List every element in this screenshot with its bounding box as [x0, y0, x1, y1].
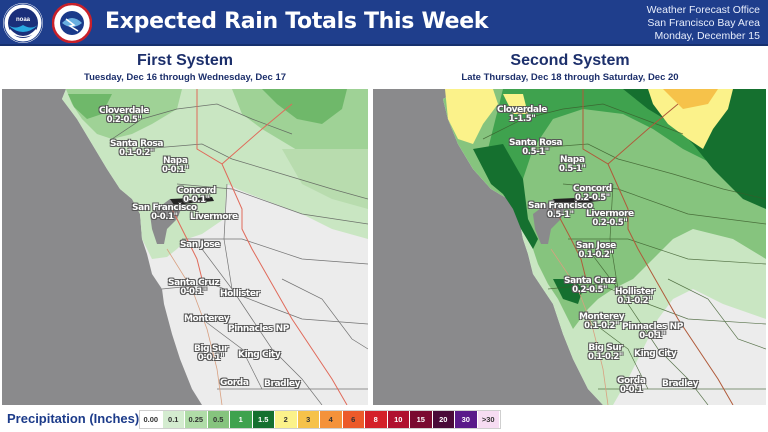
legend-swatch: 10	[387, 411, 410, 428]
city-label-san-francisco: San Francisco 0.5-1"	[528, 201, 593, 220]
legend-swatch: 0.1	[162, 411, 185, 428]
legend-swatch: 0.00	[140, 411, 163, 428]
office-name: Weather Forecast Office	[646, 4, 760, 16]
legend-color-scale: 0.00 0.1 0.25 0.5 1 1.5 2 3 4 6 8 10 15 20 30 >30	[139, 410, 501, 429]
legend-swatch: 1.5	[252, 411, 275, 428]
city-label-santa-cruz: Santa Cruz 0.2-0.5"	[564, 276, 616, 295]
legend-swatch: 15	[410, 411, 433, 428]
city-label-san-jose: San Jose	[180, 240, 220, 250]
city-label-hollister: Hollister	[220, 289, 260, 299]
legend-swatch: 3	[297, 411, 320, 428]
city-label-king-city: King City	[238, 350, 281, 360]
precipitation-legend: Precipitation (Inches) 0.00 0.1 0.25 0.5 1 1.…	[0, 406, 768, 432]
panel-2-title: Second System	[510, 52, 630, 69]
legend-swatch: 0.25	[185, 411, 208, 428]
city-label-gorda: Gorda	[220, 378, 249, 388]
svg-text:noaa: noaa	[16, 17, 31, 23]
city-label-san-francisco: San Francisco 0-0.1"	[132, 203, 197, 222]
city-label-concord: Concord 0.2-0.5"	[573, 184, 612, 203]
panel-1-title: First System	[136, 52, 234, 69]
office-info: Weather Forecast Office San Francisco Ba…	[647, 4, 760, 43]
city-label-livermore: Livermore 0.2-0.5"	[586, 209, 634, 228]
nws-logo	[51, 2, 93, 44]
legend-swatch: 1	[230, 411, 253, 428]
map-second-system: Cloverdale 1-1.5" Santa Rosa 0.5-1" Napa 0.…	[373, 89, 766, 405]
city-label-hollister: Hollister 0.1-0.2"	[615, 287, 655, 306]
legend-swatch: 2	[275, 411, 298, 428]
legend-title: Precipitation (Inches)	[7, 411, 140, 426]
legend-swatch: 0.5	[207, 411, 230, 428]
issue-date: Monday, December 15	[654, 30, 760, 42]
map-graphic	[443, 89, 766, 405]
city-label-bradley: Bradley	[264, 379, 301, 389]
city-label-santa-rosa: Santa Rosa 0.5-1"	[509, 138, 563, 157]
city-label-pinnacles: Pinnacles NP 0-0.1"	[622, 322, 683, 341]
city-label-king-city: King City	[634, 349, 677, 359]
city-label-concord: Concord 0-0.1"	[177, 186, 216, 205]
panel-2-subtitle: Late Thursday, Dec 18 through Saturday, …	[461, 72, 679, 83]
city-label-monterey: Monterey	[184, 314, 230, 324]
header-bar: noaa Expected Rain Totals This Week Weat…	[0, 0, 768, 46]
city-label-livermore: Livermore	[190, 212, 238, 222]
office-area: San Francisco Bay Area	[647, 17, 760, 29]
map-first-system: Cloverdale 0.2-0.5" Santa Rosa 0.1-0.2" Na…	[2, 89, 368, 405]
city-label-big-sur: Big Sur 0.1-0.2"	[588, 343, 623, 362]
city-label-monterey: Monterey 0.1-0.2"	[579, 312, 625, 331]
legend-swatch: 8	[365, 411, 388, 428]
page-title: Expected Rain Totals This Week	[105, 9, 489, 34]
legend-swatch: 20	[432, 411, 455, 428]
city-label-pinnacles: Pinnacles NP	[228, 324, 289, 334]
noaa-logo: noaa	[3, 3, 43, 43]
legend-swatch: 30	[455, 411, 478, 428]
panel-1-subtitle: Tuesday, Dec 16 through Wednesday, Dec 1…	[83, 72, 287, 83]
city-label-napa: Napa 0-0.1"	[162, 156, 189, 175]
legend-swatch: >30	[477, 411, 500, 428]
map-graphic	[62, 89, 368, 405]
city-label-big-sur: Big Sur 0-0.1"	[194, 344, 229, 363]
city-label-napa: Napa 0.5-1"	[559, 155, 586, 174]
city-label-santa-cruz: Santa Cruz 0-0.1"	[168, 278, 220, 297]
city-label-gorda: Gorda 0-0.1	[617, 376, 646, 395]
city-label-bradley: Bradley	[662, 379, 699, 389]
legend-swatch: 6	[342, 411, 365, 428]
city-label-san-jose: San Jose 0.1-0.2"	[576, 241, 616, 260]
city-label-cloverdale: Cloverdale 1-1.5"	[497, 105, 547, 124]
city-label-santa-rosa: Santa Rosa 0.1-0.2"	[110, 139, 164, 158]
legend-swatch: 4	[320, 411, 343, 428]
city-label-cloverdale: Cloverdale 0.2-0.5"	[99, 106, 149, 125]
